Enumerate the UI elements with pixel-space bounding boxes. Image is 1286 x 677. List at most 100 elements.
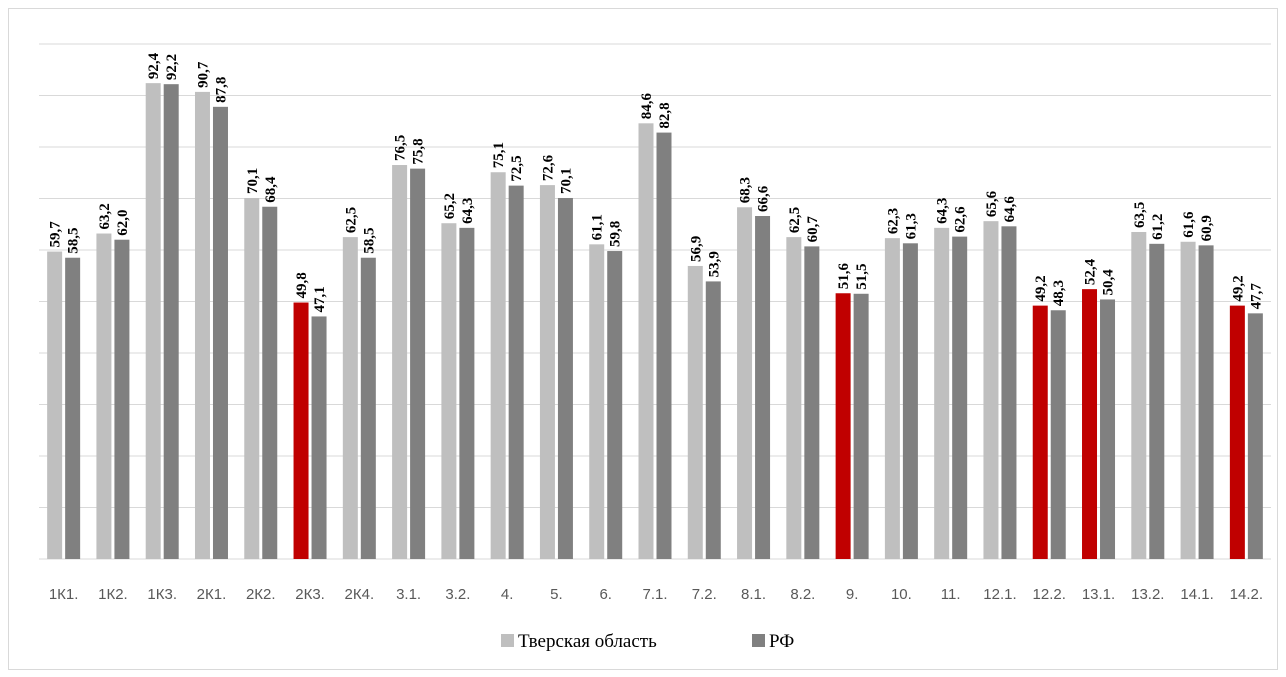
data-label-rf-1: 62,0 <box>115 209 131 235</box>
data-label-tverskaya-7: 76,5 <box>393 135 409 161</box>
bar-rf-10 <box>557 197 573 560</box>
x-tick-label-14: 8.1. <box>741 586 766 603</box>
data-label-tverskaya-23: 61,6 <box>1181 211 1197 238</box>
legend-swatch-tverskaya <box>501 634 514 647</box>
bar-tverskaya-15 <box>786 237 802 559</box>
data-label-rf-16: 51,5 <box>854 264 870 290</box>
x-tick-label-13: 7.2. <box>692 586 717 603</box>
bar-rf-14 <box>755 216 771 559</box>
data-label-rf-24: 47,7 <box>1248 283 1264 310</box>
bar-rf-4 <box>262 206 278 560</box>
bar-tverskaya-16 <box>835 293 851 559</box>
bar-rf-19 <box>1001 226 1017 559</box>
bar-rf-23 <box>1198 245 1214 560</box>
data-label-tverskaya-18: 64,3 <box>935 198 951 224</box>
bar-tverskaya-22 <box>1131 231 1147 559</box>
x-tick-label-23: 14.1. <box>1180 586 1213 603</box>
bar-tverskaya-3 <box>194 91 210 560</box>
data-label-tverskaya-13: 56,9 <box>688 236 704 262</box>
x-tick-label-19: 12.1. <box>983 586 1016 603</box>
x-tick-label-11: 6. <box>599 586 612 603</box>
data-label-rf-22: 61,2 <box>1150 214 1166 240</box>
data-label-tverskaya-0: 59,7 <box>48 221 64 248</box>
data-label-tverskaya-9: 75,1 <box>491 142 507 168</box>
data-label-rf-23: 60,9 <box>1199 215 1215 241</box>
bar-tverskaya-2 <box>145 83 161 559</box>
bar-tverskaya-17 <box>884 238 900 559</box>
bar-rf-17 <box>902 243 918 559</box>
x-tick-label-1: 1К2. <box>98 586 128 603</box>
bar-rf-8 <box>459 227 475 560</box>
bar-tverskaya-20 <box>1032 305 1048 559</box>
data-label-tverskaya-3: 90,7 <box>195 61 211 88</box>
x-tick-label-21: 13.1. <box>1082 586 1115 603</box>
data-label-rf-15: 60,7 <box>805 216 821 243</box>
bar-tverskaya-19 <box>983 221 999 559</box>
data-label-tverskaya-20: 49,2 <box>1033 275 1049 301</box>
x-tick-label-15: 8.2. <box>790 586 815 603</box>
bar-rf-16 <box>853 293 869 559</box>
bar-tverskaya-11 <box>589 244 605 559</box>
x-tick-label-5: 2К3. <box>295 586 325 603</box>
bar-tverskaya-12 <box>638 123 654 559</box>
bar-rf-3 <box>212 106 228 559</box>
data-label-rf-19: 64,6 <box>1002 196 1018 223</box>
data-label-tverskaya-1: 63,2 <box>97 203 113 229</box>
bar-rf-5 <box>311 316 327 559</box>
data-label-tverskaya-17: 62,3 <box>885 208 901 234</box>
bar-chart: 59,7 58,563,2 62,092,4 92,2 90,787,870,1 68,4… <box>39 43 1271 652</box>
data-label-rf-8: 64,3 <box>460 198 476 224</box>
data-label-rf-18: 62,6 <box>953 206 969 233</box>
bar-tverskaya-8 <box>441 223 457 559</box>
x-tick-label-12: 7.1. <box>642 586 667 603</box>
x-tick-label-2: 1К3. <box>147 586 177 603</box>
data-label-rf-12: 82,8 <box>657 102 673 128</box>
data-label-tverskaya-22: 63,5 <box>1132 202 1148 228</box>
data-label-tverskaya-12: 84,6 <box>639 93 655 120</box>
bar-rf-9 <box>508 185 524 559</box>
x-tick-label-7: 3.1. <box>396 586 421 603</box>
data-labels: 59,7 58,563,2 62,092,4 92,2 90,787,870,1 68,4… <box>48 52 1265 312</box>
data-label-tverskaya-6: 62,5 <box>343 207 359 233</box>
bar-rf-0 <box>65 257 81 559</box>
data-label-rf-14: 66,6 <box>756 185 772 212</box>
data-label-rf-6: 58,5 <box>361 227 377 253</box>
x-tick-label-24: 14.2. <box>1230 586 1263 603</box>
bar-tverskaya-18 <box>934 227 950 560</box>
data-label-tverskaya-11: 61,1 <box>590 214 606 240</box>
bar-rf-11 <box>607 251 623 559</box>
x-tick-label-4: 2К2. <box>246 586 276 603</box>
data-label-tverskaya-16: 51,6 <box>836 263 852 290</box>
data-label-rf-10: 70,1 <box>558 168 574 194</box>
data-label-rf-11: 59,8 <box>608 221 624 247</box>
data-label-rf-13: 53,9 <box>706 251 722 277</box>
data-label-rf-5: 47,1 <box>312 286 328 312</box>
data-label-tverskaya-5: 49,8 <box>294 272 310 298</box>
x-tick-label-17: 10. <box>891 586 912 603</box>
bar-tverskaya-10 <box>539 185 555 560</box>
data-label-tverskaya-15: 62,5 <box>787 207 803 233</box>
data-label-tverskaya-8: 65,2 <box>442 193 458 219</box>
bar-rf-1 <box>114 239 130 559</box>
bar-tverskaya-0 <box>47 251 63 560</box>
bar-tverskaya-4 <box>244 197 260 560</box>
bar-rf-15 <box>804 246 820 559</box>
bar-tverskaya-13 <box>687 265 703 559</box>
legend: Тверская область РФ <box>501 631 794 652</box>
legend-swatch-rf <box>752 634 765 647</box>
x-tick-label-0: 1К1. <box>49 586 79 603</box>
data-label-rf-0: 58,5 <box>66 227 82 253</box>
data-label-tverskaya-10: 72,6 <box>540 154 556 181</box>
x-tick-label-16: 9. <box>846 586 859 603</box>
data-label-rf-17: 61,3 <box>903 213 919 239</box>
bar-tverskaya-7 <box>392 165 408 559</box>
bar-rf-6 <box>360 257 376 559</box>
legend-label-tverskaya: Тверская область <box>518 631 657 652</box>
bar-rf-22 <box>1149 243 1165 559</box>
bar-tverskaya-14 <box>737 207 753 559</box>
bar-rf-24 <box>1247 313 1263 559</box>
bar-tverskaya-1 <box>96 233 112 559</box>
x-tick-label-22: 13.2. <box>1131 586 1164 603</box>
bar-tverskaya-24 <box>1229 305 1245 559</box>
bar-rf-13 <box>705 281 721 559</box>
